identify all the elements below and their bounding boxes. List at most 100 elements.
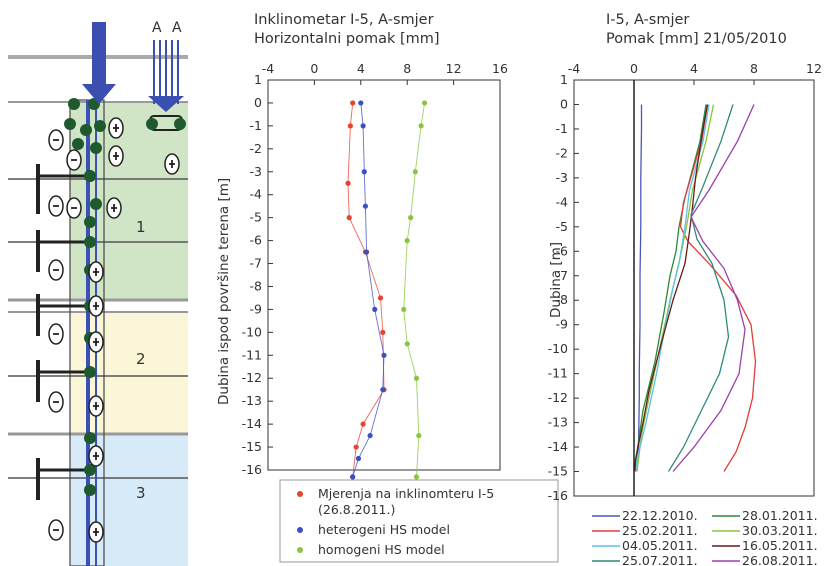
anchor: [36, 360, 96, 402]
chart1-series: [345, 100, 428, 480]
chart2-series-line-6: [667, 104, 734, 472]
chart2-y-tick-label: 0: [560, 96, 568, 111]
chart-inclinometer-model: Inklinometar I-5, A-smjer Horizontalni p…: [216, 12, 559, 563]
distributed-load-arrows: [148, 40, 184, 112]
chart1-y-tick-label: 0: [254, 95, 262, 110]
chart1-data-point: [361, 169, 367, 175]
chart2-y-tick-label: -8: [556, 292, 569, 307]
chart2-y-tick-label: -3: [556, 170, 568, 185]
chart1-x-tick-label: 4: [357, 61, 365, 76]
chart1-data-point: [350, 100, 356, 106]
chart2-y-tick-label: -4: [556, 194, 569, 209]
chart1-legend-entries: Mjerenja na inklinomteru I-5(26.8.2011.)…: [297, 486, 494, 557]
anchor: [36, 458, 96, 500]
chart1-y-tick-label: -13: [242, 393, 262, 408]
chart1-y-tick-label: -16: [242, 462, 262, 477]
chart1-data-point: [404, 341, 410, 347]
chart1-x-tick-label: 12: [446, 61, 462, 76]
load-label: A: [172, 20, 182, 36]
chart2-y-tick-label: -7: [556, 268, 568, 283]
chart2-y-tick-label: -10: [548, 341, 568, 356]
chart2-subtitle: Pomak [mm] 21/05/2010: [606, 31, 787, 47]
chart2-y-tick-label: -9: [556, 317, 569, 332]
chart2-y-tick-label: -2: [556, 145, 568, 160]
chart1-series-line-2: [403, 102, 426, 477]
chart1-data-point: [362, 203, 369, 209]
chart1-legend: [279, 479, 559, 563]
chart1-data-point: [413, 375, 420, 381]
chart1-y-tick-label: -10: [242, 324, 262, 339]
chart2-y-tick-label: 1: [560, 72, 568, 87]
chart1-x-tick-label: -4: [262, 61, 275, 76]
chart1-y-tick-label: -1: [250, 118, 262, 133]
chart2-y-tick-label: -5: [556, 219, 568, 234]
chart1-data-point: [418, 123, 424, 129]
chart-inclinometer-measurements: I-5, A-smjer Pomak [mm] 21/05/2010 Dubin…: [548, 12, 822, 566]
pressure-signs: [48, 117, 180, 543]
chart1-x-tick-label: 8: [403, 61, 411, 76]
chart2-legend-label: 25.02.2011.: [622, 523, 698, 538]
point-load-arrow: [82, 22, 116, 104]
chart1-legend-marker-2: [297, 547, 303, 553]
anchor: [36, 230, 96, 272]
chart2-legend-label: 16.05.2011.: [742, 538, 818, 553]
chart2-y-tick-label: -13: [548, 415, 568, 430]
chart2-title: I-5, A-smjer: [606, 12, 689, 28]
chart2-legend-label: 04.05.2011.: [622, 538, 698, 553]
chart2-x-tick-label: 4: [690, 61, 698, 76]
chart2-series-line-2: [679, 104, 757, 472]
chart1-y-tick-label: -14: [242, 416, 262, 431]
chart2-ylabel: Dubina [m]: [548, 242, 564, 318]
chart2-legend-label: 22.12.2010.: [622, 508, 698, 523]
chart2-y-tick-label: -6: [556, 243, 569, 258]
chart2-plot-area: [573, 79, 815, 497]
chart1-data-point: [412, 169, 418, 175]
chart2-legend-label: 25.07.2011.: [622, 553, 698, 566]
chart2-x-tick-label: 0: [630, 61, 638, 76]
chart1-y-tick-label: -2: [250, 141, 262, 156]
chart1-legend-marker-1: [297, 527, 303, 533]
chart2-y-tick-label: -1: [556, 121, 568, 136]
chart1-y-tick-label: 1: [254, 72, 262, 87]
chart1-data-point: [345, 180, 351, 186]
chart1-data-point: [353, 444, 359, 450]
chart1-legend-label: heterogeni HS model: [318, 522, 450, 537]
chart1-axes: -4 0 4 8 12 16 1 0 -1 -2 -3 -4 -5 -6 -7 -8 -9 -10 -11 -12 -1…: [242, 61, 508, 477]
chart1-data-point: [355, 455, 362, 462]
chart1-y-tick-label: -9: [250, 301, 263, 316]
chart1-legend-label: homogeni HS model: [318, 542, 445, 557]
chart2-y-tick-label: -16: [548, 488, 568, 503]
chart1-data-point: [380, 329, 386, 335]
chart1-data-point: [358, 100, 364, 106]
chart1-data-point: [372, 306, 378, 313]
chart1-data-point: [346, 215, 352, 221]
chart1-legend-label: (26.8.2011.): [318, 502, 395, 517]
chart1-data-point: [380, 387, 386, 393]
chart1-subtitle: Horizontalni pomak [mm]: [254, 31, 440, 47]
chart1-data-point: [364, 249, 370, 255]
chart2-y-tick-label: -12: [548, 390, 568, 405]
chart2-x-tick-label: -4: [568, 61, 581, 76]
chart2-x-tick-label: 8: [750, 61, 758, 76]
chart1-legend-label: Mjerenja na inklinomteru I-5: [318, 486, 494, 501]
chart1-data-point: [413, 474, 420, 480]
chart1-ylabel: Dubina ispod površine terena [m]: [216, 178, 232, 405]
chart2-x-tick-label: 12: [806, 61, 822, 76]
chart1-y-tick-label: -11: [242, 347, 262, 362]
chart1-y-tick-label: -4: [250, 187, 263, 202]
chart1-data-point: [367, 432, 373, 439]
chart2-series-line-1: [634, 104, 707, 472]
chart1-data-point: [350, 474, 356, 480]
chart2-series-line-7: [672, 104, 755, 472]
chart1-y-tick-label: -7: [250, 256, 262, 271]
chart2-y-tick-label: -15: [548, 464, 568, 479]
chart1-y-tick-label: -3: [250, 164, 262, 179]
chart2-legend-label: 26.08.2011.: [742, 553, 818, 566]
chart1-data-point: [416, 432, 422, 439]
chart1-data-point: [360, 421, 366, 427]
chart2-series-line-4: [634, 104, 710, 472]
chart1-data-point: [360, 123, 366, 129]
layer-label: 3: [136, 484, 146, 502]
chart1-title: Inklinometar I-5, A-smjer: [254, 12, 434, 28]
chart2-series-line-0: [634, 104, 643, 472]
